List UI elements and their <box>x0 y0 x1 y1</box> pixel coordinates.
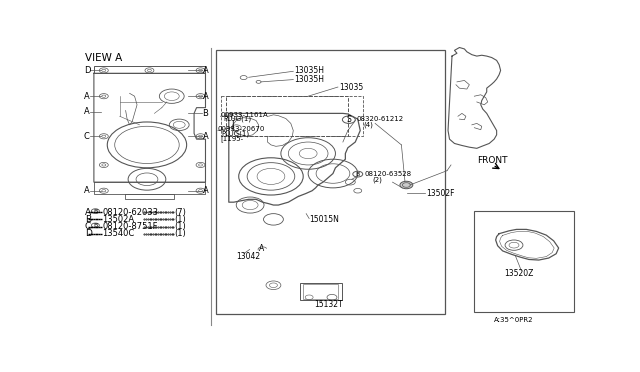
Text: A: A <box>84 108 90 116</box>
Text: C: C <box>84 132 90 141</box>
Text: D: D <box>85 229 92 238</box>
Text: A: A <box>259 244 264 253</box>
Text: D: D <box>84 66 90 75</box>
Text: 13035: 13035 <box>339 83 363 92</box>
Text: FRONT: FRONT <box>477 156 508 165</box>
Text: A: A <box>85 208 91 217</box>
Text: B: B <box>356 171 360 177</box>
Text: 00933-1161A: 00933-1161A <box>220 112 268 118</box>
Text: 13540C: 13540C <box>102 229 134 238</box>
Text: S: S <box>346 115 351 124</box>
Text: [1195-: [1195- <box>220 135 243 142</box>
Text: 13502A: 13502A <box>102 215 134 224</box>
Text: (2): (2) <box>372 176 383 183</box>
Text: A:35^0PR2: A:35^0PR2 <box>494 317 534 323</box>
Text: (7): (7) <box>175 208 187 217</box>
Text: 13520Z: 13520Z <box>504 269 534 278</box>
Text: 13502F: 13502F <box>426 189 454 198</box>
Text: (1): (1) <box>175 215 186 224</box>
Text: (1): (1) <box>175 229 186 238</box>
Text: VIEW A: VIEW A <box>85 52 122 62</box>
Text: B: B <box>93 223 97 228</box>
Text: 13042: 13042 <box>236 251 260 260</box>
Text: A: A <box>203 132 209 141</box>
Text: J: J <box>231 121 234 129</box>
Text: A: A <box>203 66 209 75</box>
Text: 08120-62033: 08120-62033 <box>102 208 158 217</box>
Circle shape <box>400 181 413 189</box>
Text: (4): (4) <box>364 121 374 128</box>
Text: 13035H: 13035H <box>294 75 324 84</box>
Bar <box>474 211 573 312</box>
Text: A: A <box>203 92 209 101</box>
Bar <box>94 66 205 73</box>
Bar <box>216 50 445 314</box>
Text: A: A <box>84 186 90 195</box>
Text: 08120-8751F: 08120-8751F <box>102 222 158 231</box>
Bar <box>303 284 338 299</box>
Text: B: B <box>93 209 97 214</box>
Text: A: A <box>203 186 209 195</box>
Text: (1): (1) <box>175 222 186 231</box>
Text: A: A <box>84 92 90 101</box>
Text: 15015N: 15015N <box>309 215 339 224</box>
Text: 15132T: 15132T <box>314 300 343 309</box>
Text: PLUG(1): PLUG(1) <box>224 116 252 122</box>
Text: B: B <box>85 215 91 224</box>
Bar <box>300 283 342 300</box>
Text: PLUG(1): PLUG(1) <box>221 131 250 137</box>
Text: 08120-63528: 08120-63528 <box>365 171 412 177</box>
Text: C: C <box>85 222 92 231</box>
Text: B: B <box>203 109 209 118</box>
Text: 13035H: 13035H <box>294 67 324 76</box>
Text: 00933-20670: 00933-20670 <box>218 126 265 132</box>
Text: 08320-61212: 08320-61212 <box>356 116 404 122</box>
